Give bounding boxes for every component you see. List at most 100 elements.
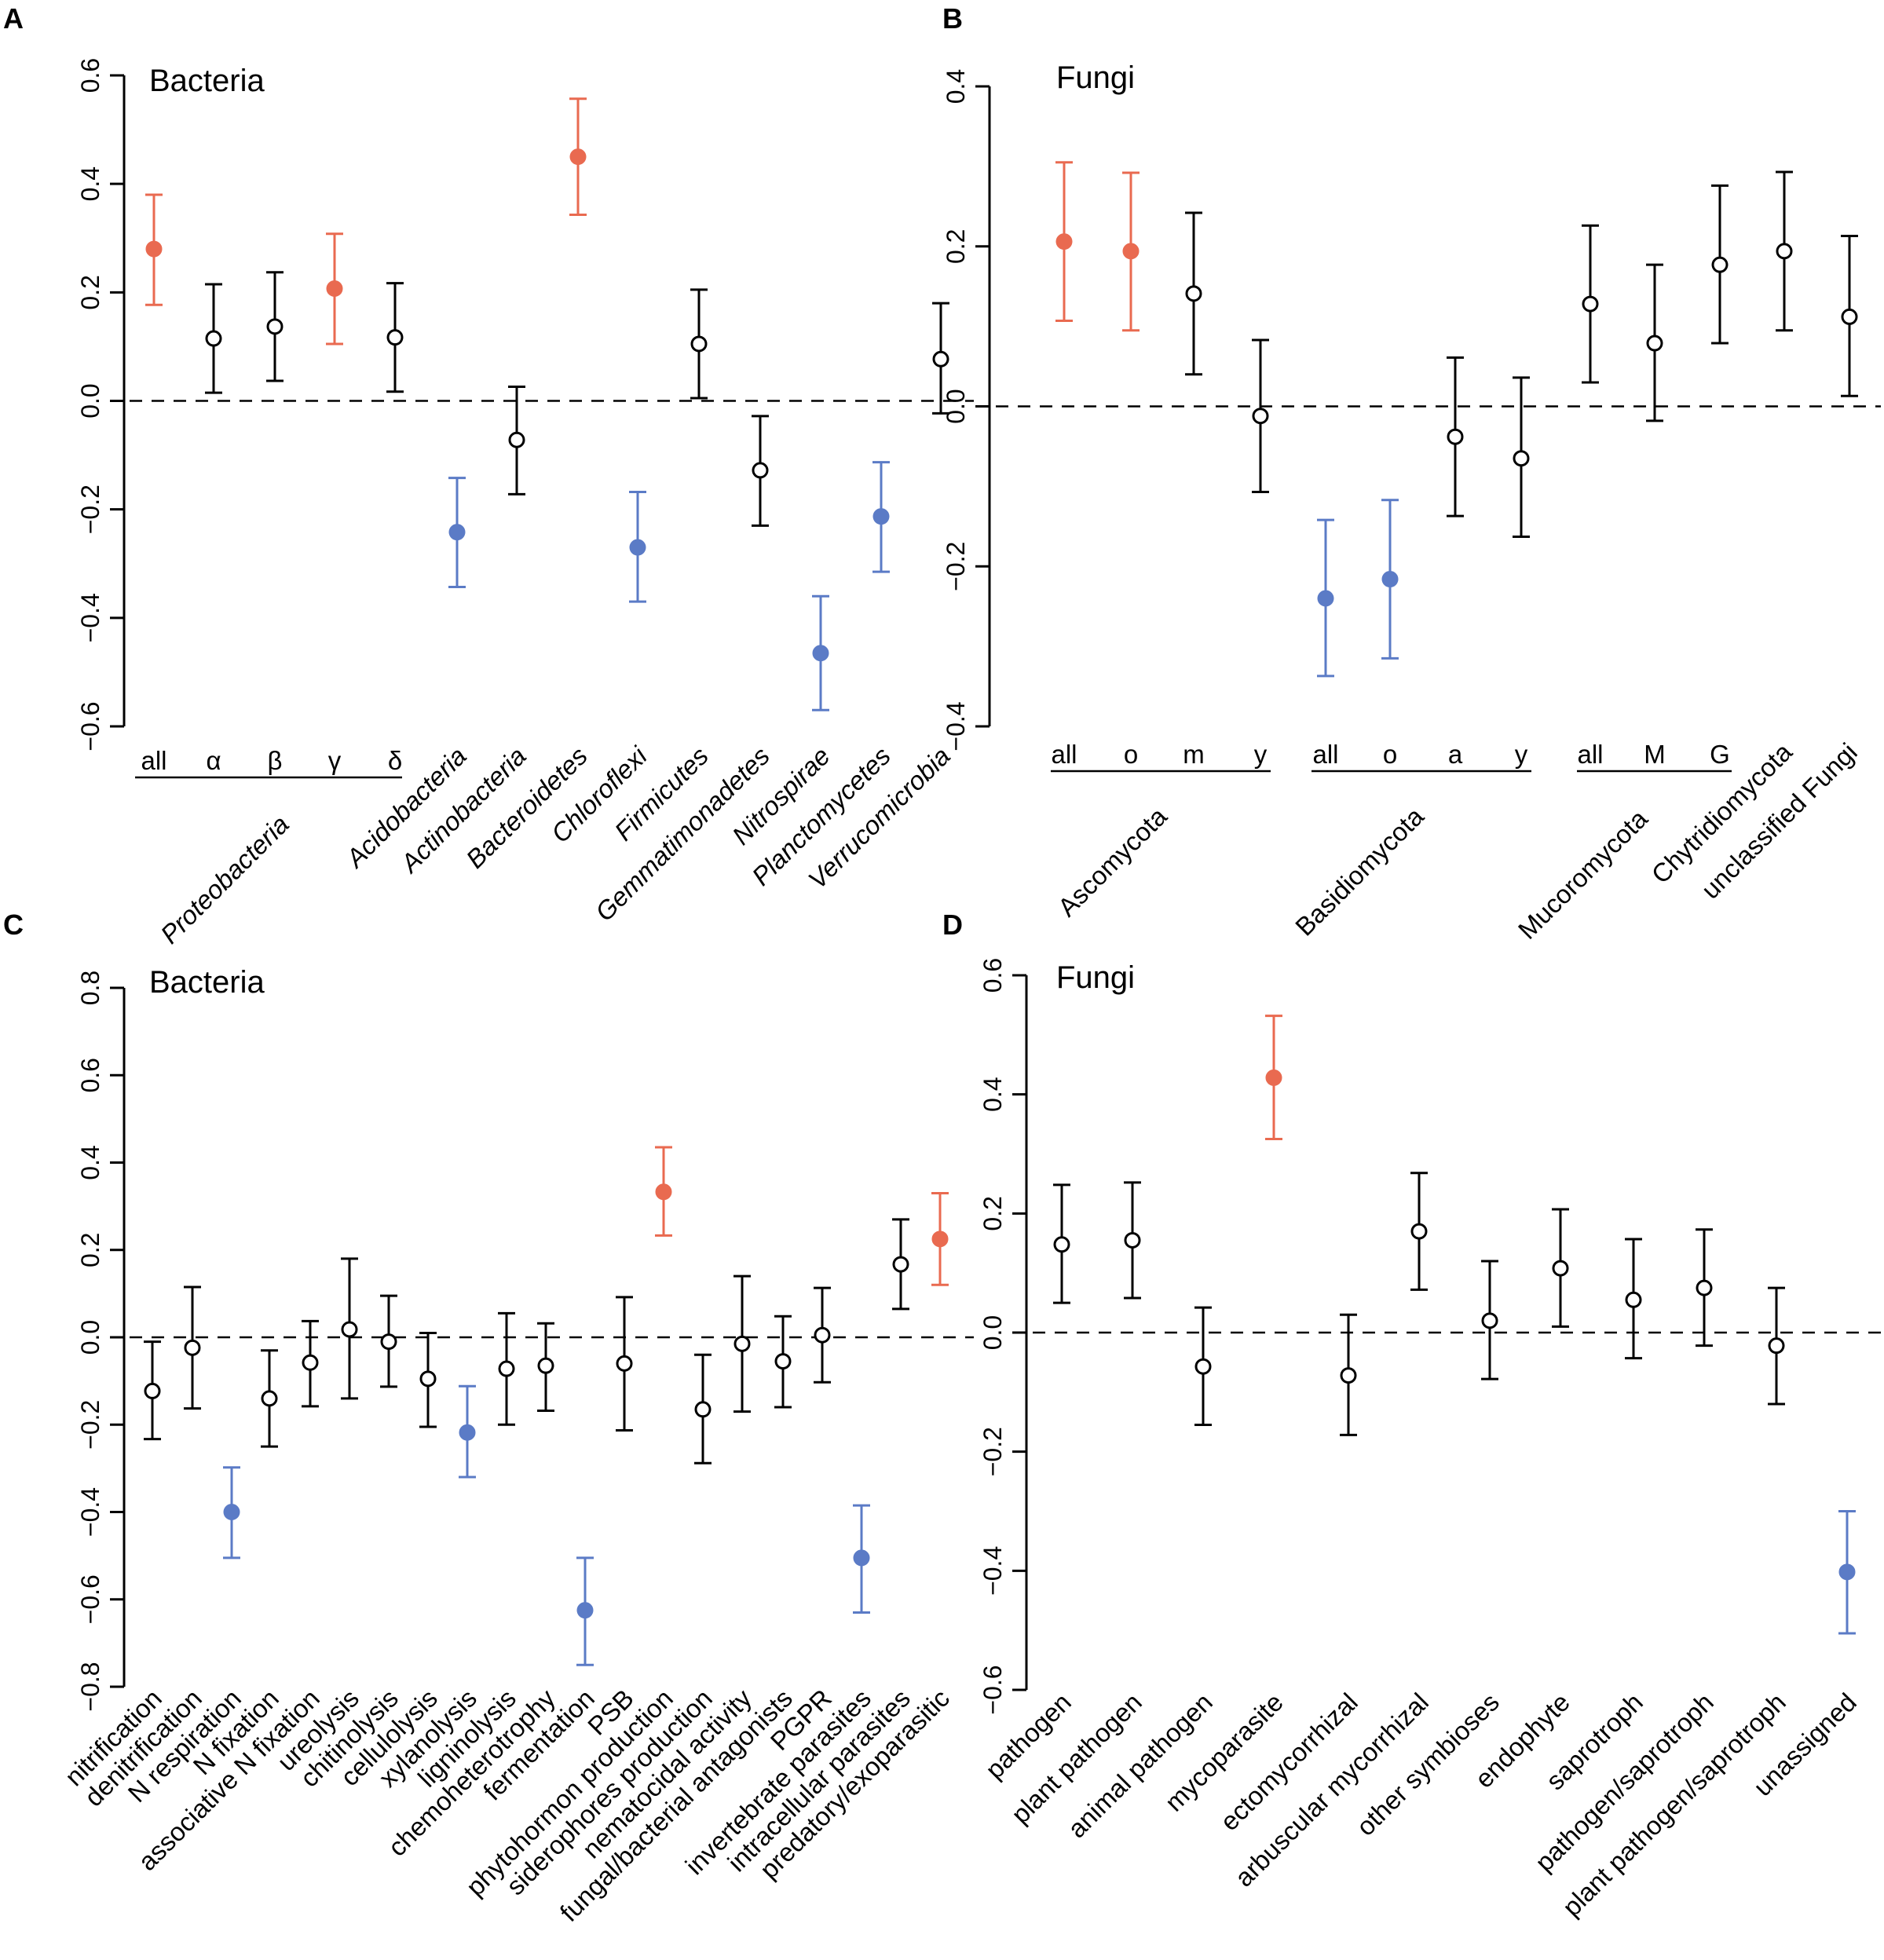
y-tick-label: −0.4 <box>76 593 104 642</box>
error-bar <box>1340 1313 1357 1436</box>
data-marks <box>1053 1015 1856 1635</box>
data-point <box>508 431 525 448</box>
y-tick-label: 0.2 <box>979 1196 1007 1230</box>
data-point <box>459 1424 476 1441</box>
error-bar <box>145 193 163 306</box>
sub-label: all <box>141 746 166 775</box>
sub-label: y <box>1254 740 1268 769</box>
error-bar <box>498 1311 515 1426</box>
y-tick-label: −0.2 <box>979 1427 1007 1476</box>
sub-label: all <box>1312 740 1338 769</box>
error-bar <box>144 1340 161 1441</box>
data-point <box>1053 1236 1070 1253</box>
panel-letter: C <box>3 909 24 941</box>
data-point <box>1582 295 1599 313</box>
data-point <box>326 280 343 297</box>
data-point <box>814 1326 831 1344</box>
y-tick-label: 0.4 <box>979 1077 1007 1111</box>
error-bar <box>448 477 466 588</box>
data-point <box>1447 428 1464 445</box>
error-bar <box>576 1556 594 1666</box>
error-bar <box>1841 235 1858 397</box>
error-bar <box>1053 1183 1070 1304</box>
error-bar <box>184 1285 201 1410</box>
error-bar <box>459 1384 476 1479</box>
error-bar <box>694 1353 712 1465</box>
sub-label: G <box>1710 740 1730 769</box>
error-bar <box>326 232 343 346</box>
data-point <box>655 1183 672 1201</box>
error-bar <box>629 491 646 603</box>
data-point <box>223 1504 240 1520</box>
data-point <box>1513 450 1530 467</box>
sub-label: α <box>206 746 221 775</box>
y-tick-label: 0.6 <box>76 1058 104 1092</box>
data-point <box>853 1549 870 1567</box>
error-bar <box>569 97 587 217</box>
y-tick-label: 0.2 <box>76 1233 104 1267</box>
y-tick-label: 0.4 <box>942 69 970 104</box>
sub-label: M <box>1644 740 1666 769</box>
data-point <box>576 1602 594 1619</box>
data-point <box>694 1401 712 1418</box>
y-axis: −0.8 −0.6 −0.4 −0.2 0.0 0.2 0.4 0.6 0.8 <box>76 971 126 1712</box>
data-point <box>205 330 222 347</box>
error-bar <box>1252 338 1269 494</box>
error-bar <box>1317 518 1334 678</box>
error-bar <box>932 302 949 415</box>
data-point <box>537 1357 554 1374</box>
data-point <box>1340 1367 1357 1384</box>
data-point <box>1185 285 1202 302</box>
error-bar <box>1265 1015 1282 1141</box>
data-point <box>1122 243 1140 260</box>
error-bar <box>733 1274 751 1413</box>
y-tick-label: 0.8 <box>76 971 104 1005</box>
error-bar <box>812 594 829 711</box>
error-bar <box>537 1322 554 1412</box>
data-point <box>1194 1358 1212 1375</box>
error-bar <box>1768 1286 1785 1406</box>
error-bar <box>1410 1172 1428 1291</box>
error-bar <box>1711 184 1729 345</box>
data-point <box>931 1230 949 1248</box>
error-bar <box>1625 1238 1642 1360</box>
data-point <box>569 148 587 166</box>
error-bar <box>1481 1260 1498 1380</box>
data-point <box>1711 256 1729 273</box>
y-tick-label: 0.2 <box>942 229 970 264</box>
error-bar <box>386 282 404 393</box>
error-bar <box>266 271 284 382</box>
data-point <box>1841 308 1858 325</box>
data-point <box>1646 335 1663 352</box>
error-bar <box>1185 211 1202 376</box>
error-bar <box>1646 263 1663 422</box>
sub-label: all <box>1577 740 1603 769</box>
panel-c: C Bacteria −0.8 −0.6 −0.4 −0.2 0.0 0.2 0.4 0.6 0.8… <box>3 909 974 1927</box>
panel-d: D Fungi −0.6 −0.4 −0.2 0.0 0.2 0.4 0.6 pathogenpl… <box>942 909 1881 1922</box>
data-point <box>1696 1279 1713 1296</box>
data-marks <box>1055 161 1858 678</box>
data-point <box>872 508 890 525</box>
data-point <box>386 329 404 346</box>
data-point <box>1552 1260 1569 1277</box>
data-point <box>1124 1231 1141 1249</box>
y-tick-label: −0.2 <box>942 542 970 591</box>
data-point <box>629 539 646 556</box>
group-label: Ascomycota <box>1052 801 1173 922</box>
error-bar <box>1552 1208 1569 1328</box>
y-tick-label: −0.2 <box>76 1400 104 1450</box>
data-point <box>261 1390 278 1407</box>
data-marks <box>145 97 949 711</box>
data-point <box>1776 243 1793 260</box>
y-tick-label: 0.2 <box>76 275 104 309</box>
panel-b: B Fungi −0.4 −0.2 0.0 0.2 0.4 all o m y all o a y all M G… <box>942 2 1881 945</box>
data-point <box>448 524 466 541</box>
sub-label: o <box>1383 740 1397 769</box>
y-tick-label: 0.4 <box>76 1145 104 1179</box>
error-bar <box>380 1294 397 1388</box>
error-bar <box>419 1331 437 1428</box>
error-bar <box>1381 499 1399 660</box>
x-labels: all o m y all o a y all M G Ascomycota Basidiomycota… <box>1051 737 1863 945</box>
error-bar <box>1124 1181 1141 1300</box>
